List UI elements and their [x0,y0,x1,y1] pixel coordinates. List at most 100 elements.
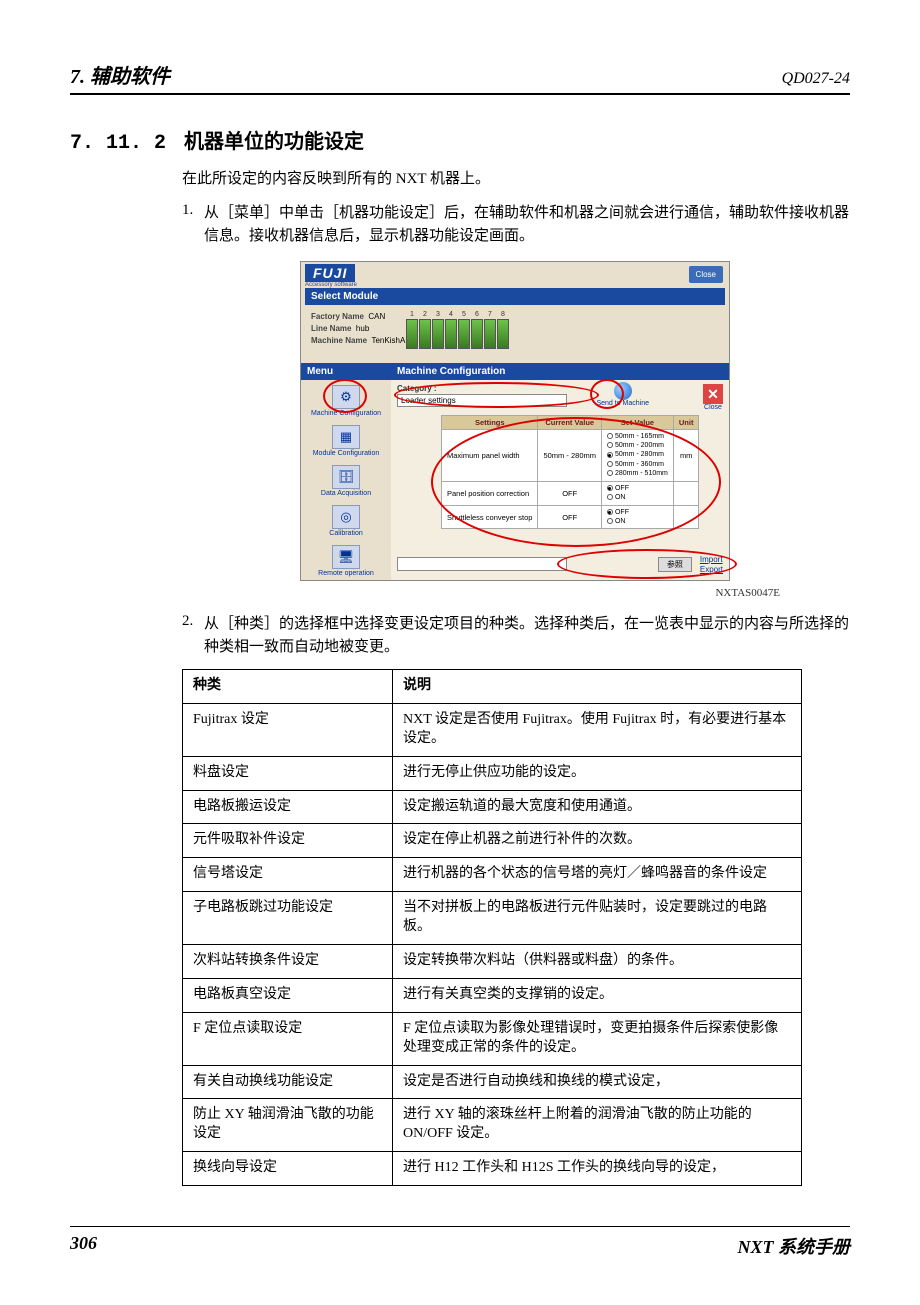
category-name: 信号塔设定 [183,858,393,892]
menu-label: Data Acquisition [303,490,389,497]
step-text: 从［菜单］中单击［机器功能设定］后，在辅助软件和机器之间就会进行通信，辅助软件接… [204,202,850,249]
close-label: Close [704,404,722,411]
category-name: Fujitrax 设定 [183,703,393,756]
category-name: 有关自动换线功能设定 [183,1065,393,1099]
select-module-bar: Select Module [305,288,725,305]
manual-name: NXT 系统手册 [738,1233,851,1259]
step-num: 2. [182,613,204,660]
menu-item-remote-operation[interactable]: 🖥Remote operation [301,540,391,580]
menu-label: Module Configuration [303,450,389,457]
set-value: 50mm - 165mm50mm - 200mm50mm - 280mm50mm… [601,429,673,481]
radio-option[interactable]: ON [607,517,668,526]
unit [673,505,699,529]
table-row: 子电路板跳过功能设定当不对拼板上的电路板进行元件贴装时，设定要跳过的电路板。 [183,892,802,945]
menu-label: Calibration [303,530,389,537]
settings-row: Maximum panel width50mm - 280mm50mm - 16… [442,429,699,481]
menu-item-machine-configuration[interactable]: ⚙Machine Configuration [301,380,391,420]
table-row: 料盘设定进行无停止供应功能的设定。 [183,756,802,790]
radio-option[interactable]: 50mm - 165mm [607,432,668,441]
setting-name: Panel position correction [442,481,538,505]
radio-option[interactable]: 280mm - 510mm [607,469,668,478]
radio-option[interactable]: OFF [607,484,668,493]
category-desc: 设定搬运轨道的最大宽度和使用通道。 [393,790,802,824]
category-name: F 定位点读取设定 [183,1012,393,1065]
category-name: 电路板搬运设定 [183,790,393,824]
col-description: 说明 [393,670,802,704]
unit: mm [673,429,699,481]
col-settings: Settings [442,415,538,429]
factory-label: Factory Name [311,312,364,321]
send-label: Send to Machine [596,400,649,407]
radio-option[interactable]: 50mm - 360mm [607,460,668,469]
machine-value: TenKishA [371,336,405,345]
module-7[interactable]: 7 [484,311,496,349]
module-4[interactable]: 4 [445,311,457,349]
settings-table: Settings Current Value Set Value Unit Ma… [441,415,699,530]
export-link[interactable]: Export [700,565,723,574]
radio-option[interactable]: 50mm - 280mm [607,450,668,459]
category-desc: NXT 设定是否使用 Fujitrax。使用 Fujitrax 时，有必要进行基… [393,703,802,756]
module-3[interactable]: 3 [432,311,444,349]
menu-icon: 🖥 [332,545,360,569]
module-5[interactable]: 5 [458,311,470,349]
table-row: Fujitrax 设定NXT 设定是否使用 Fujitrax。使用 Fujitr… [183,703,802,756]
col-unit: Unit [673,415,699,429]
chapter-title: 7. 辅助软件 [70,60,170,89]
category-desc: 进行有关真空类的支撑销的设定。 [393,978,802,1012]
radio-option[interactable]: ON [607,493,668,502]
table-row: 信号塔设定进行机器的各个状态的信号塔的亮灯／蜂鸣器音的条件设定 [183,858,802,892]
table-row: 有关自动换线功能设定设定是否进行自动换线和换线的模式设定， [183,1065,802,1099]
path-input[interactable] [397,557,567,571]
menu-item-data-acquisition[interactable]: 🗄Data Acquisition [301,460,391,500]
module-6[interactable]: 6 [471,311,483,349]
menu-item-calibration[interactable]: ◎Calibration [301,500,391,540]
close-button[interactable]: Close [689,266,723,283]
browse-button[interactable]: 参照 [658,557,692,572]
setting-name: Shuttleless conveyer stop [442,505,538,529]
col-current: Current Value [538,415,602,429]
machine-info-labels: Factory Name CAN Line Name hub Machine N… [311,311,406,349]
menu-icon: ◎ [332,505,360,529]
table-row: 次料站转换条件设定设定转换带次料站（供料器或料盘）的条件。 [183,945,802,979]
category-name: 子电路板跳过功能设定 [183,892,393,945]
category-label: Category : [397,384,723,393]
category-name: 电路板真空设定 [183,978,393,1012]
menu-icon: 🗄 [332,465,360,489]
category-name: 防止 XY 轴润滑油飞散的功能设定 [183,1099,393,1152]
section-title: 机器单位的功能设定 [184,131,364,153]
table-row: 元件吸取补件设定设定在停止机器之前进行补件的次数。 [183,824,802,858]
category-name: 换线向导设定 [183,1152,393,1186]
table-row: 换线向导设定进行 H12 工作头和 H12S 工作头的换线向导的设定， [183,1152,802,1186]
current-value: OFF [538,481,602,505]
radio-option[interactable]: 50mm - 200mm [607,441,668,450]
category-table: 种类 说明 Fujitrax 设定NXT 设定是否使用 Fujitrax。使用 … [182,669,802,1186]
image-id: NXTAS0047E [70,587,850,599]
menu-header: Menu [301,363,391,380]
settings-row: Shuttleless conveyer stopOFFOFFON [442,505,699,529]
category-desc: 设定在停止机器之前进行补件的次数。 [393,824,802,858]
category-desc: 进行 XY 轴的滚珠丝杆上附着的润滑油飞散的防止功能的 ON/OFF 设定。 [393,1099,802,1152]
module-1[interactable]: 1 [406,311,418,349]
module-selector[interactable]: 12345678 [406,311,509,349]
category-desc: 进行无停止供应功能的设定。 [393,756,802,790]
category-select[interactable]: Loader settings [397,394,567,407]
category-name: 元件吸取补件设定 [183,824,393,858]
factory-value: CAN [368,312,385,321]
page-header: 7. 辅助软件 QD027-24 [70,60,850,95]
step-num: 1. [182,202,204,249]
close-icon: ✕ [703,384,723,404]
close-panel-button[interactable]: ✕ Close [703,384,723,411]
current-value: OFF [538,505,602,529]
config-header: Machine Configuration [391,363,729,380]
fuji-logo: FUJI [305,264,355,282]
send-to-machine-button[interactable]: Send to Machine [596,382,649,407]
set-value: OFFON [601,505,673,529]
radio-option[interactable]: OFF [607,508,668,517]
import-link[interactable]: Import [700,555,723,564]
settings-row: Panel position correctionOFFOFFON [442,481,699,505]
menu-icon: ▦ [332,425,360,449]
module-2[interactable]: 2 [419,311,431,349]
menu-item-module-configuration[interactable]: ▦Module Configuration [301,420,391,460]
module-8[interactable]: 8 [497,311,509,349]
category-desc: F 定位点读取为影像处理错误时，变更拍摄条件后探索使影像处理变成正常的条件的设定… [393,1012,802,1065]
